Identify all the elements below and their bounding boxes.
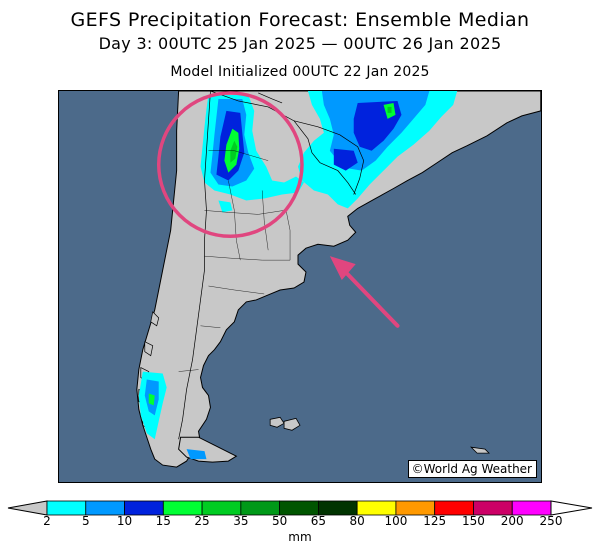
map-title: GEFS Precipitation Forecast: Ensemble Me… — [70, 9, 530, 31]
colorbar-tick-label: 15 — [155, 514, 171, 528]
colorbar-segment — [46, 500, 87, 516]
colorbar-tick-label: 65 — [310, 514, 327, 528]
forecast-period: Day 3: 00UTC 25 Jan 2025 — 00UTC 26 Jan … — [98, 34, 502, 53]
colorbar-segment — [240, 500, 281, 516]
land-falklands-east — [283, 417, 301, 431]
map-canvas — [59, 91, 541, 482]
highlight-circle — [156, 91, 304, 238]
land-falklands-west — [269, 416, 285, 428]
colorbar-segment — [434, 500, 474, 516]
colorbar-segment — [317, 500, 358, 516]
colorbar-segment — [395, 500, 436, 516]
map-panel: ©World Ag Weather — [58, 90, 542, 483]
precip-northwest — [200, 94, 304, 213]
province-borders — [178, 150, 291, 372]
land-south-georgia — [469, 446, 490, 454]
colorbar-tick-label: 80 — [349, 514, 365, 528]
colorbar-segment — [124, 500, 164, 516]
colorbar-tick-label: 250 — [539, 514, 563, 528]
colorbar-segment — [473, 500, 513, 516]
colorbar-segment — [162, 500, 203, 516]
highlight-arrow — [329, 256, 400, 328]
credit-label: ©World Ag Weather — [407, 460, 537, 478]
colorbar — [7, 500, 593, 516]
colorbar-tick-label: 100 — [384, 514, 408, 528]
colorbar-tick-label: 25 — [194, 514, 210, 528]
colorbar-tick-label: 35 — [233, 514, 249, 528]
colorbar-over-extension — [550, 500, 593, 516]
colorbar-tick-label: 50 — [271, 514, 288, 528]
colorbar-tick-label: 200 — [500, 514, 524, 528]
colorbar-tick-label: 125 — [423, 514, 447, 528]
political-borders — [178, 91, 365, 440]
colorbar-tick-label: 2 — [43, 514, 51, 528]
colorbar-tick-label: 150 — [462, 514, 485, 528]
colorbar-segment — [85, 500, 125, 516]
colorbar-tick-label: 10 — [116, 514, 133, 528]
precip-south-chile — [138, 371, 207, 460]
colorbar-segment — [279, 500, 319, 516]
colorbar-segment — [511, 500, 552, 516]
model-initialized: Model Initialized 00UTC 22 Jan 2025 — [170, 64, 430, 80]
colorbar-unit: mm — [288, 530, 312, 544]
colorbar-tick-label: 5 — [81, 514, 90, 528]
colorbar-segment — [201, 500, 242, 516]
colorbar-under-extension — [7, 500, 48, 516]
precip-northeast — [298, 91, 458, 209]
colorbar-segment — [356, 500, 397, 516]
